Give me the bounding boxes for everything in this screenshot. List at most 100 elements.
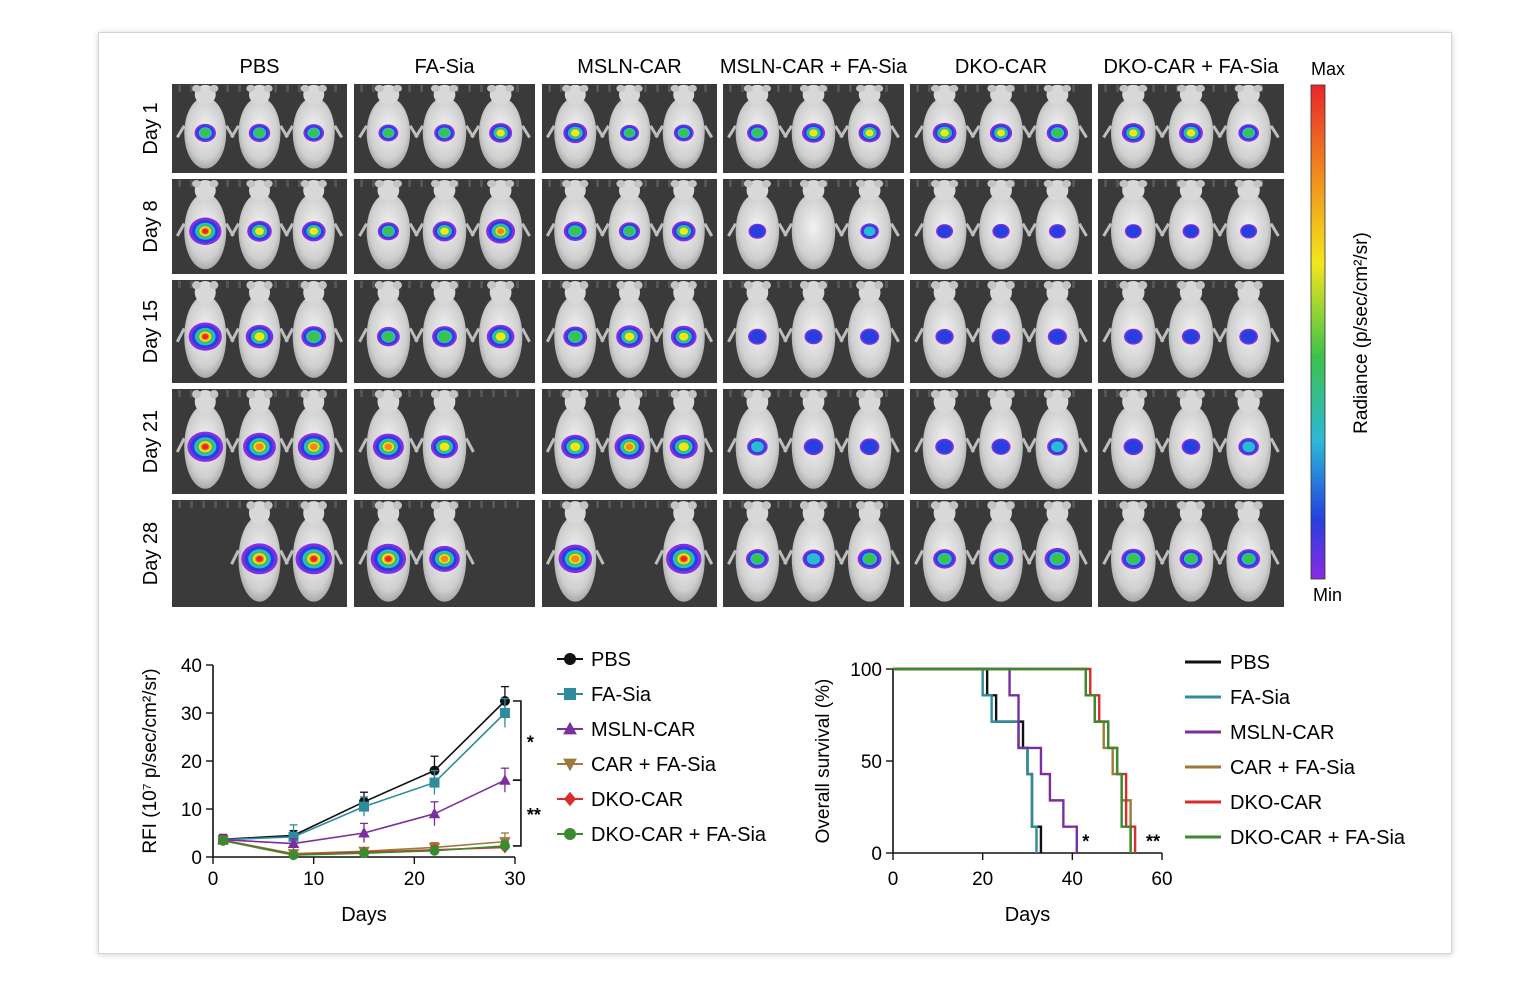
mouse bbox=[1102, 390, 1165, 489]
colorbar-title: Radiance (p/sec/cm²/sr) bbox=[1351, 232, 1372, 434]
legend-entry: CAR + FA-Sia bbox=[557, 754, 717, 776]
data-point bbox=[429, 777, 440, 788]
mouse bbox=[970, 179, 1032, 270]
x-tick-label: 30 bbox=[504, 869, 525, 890]
data-point bbox=[563, 758, 577, 772]
mouse bbox=[1217, 281, 1280, 378]
line-series bbox=[218, 835, 510, 861]
x-tick-label: 20 bbox=[404, 869, 425, 890]
imaging-cell bbox=[172, 389, 347, 494]
survival-curve bbox=[893, 667, 1132, 853]
mouse bbox=[1159, 281, 1223, 378]
day-label: Day 21 bbox=[140, 410, 162, 473]
mouse bbox=[470, 281, 531, 378]
imaging-cell bbox=[542, 280, 717, 383]
mouse bbox=[545, 84, 605, 169]
mouse bbox=[358, 179, 419, 270]
mouse bbox=[654, 84, 714, 169]
data-point bbox=[359, 801, 369, 812]
data-point bbox=[429, 845, 440, 856]
data-point bbox=[359, 848, 369, 859]
mouse bbox=[175, 179, 235, 270]
imaging-cell bbox=[354, 500, 535, 607]
mouse bbox=[727, 179, 788, 270]
mouse bbox=[1102, 281, 1165, 378]
mouse bbox=[358, 84, 419, 169]
data-point bbox=[288, 850, 299, 861]
mouse bbox=[545, 390, 605, 489]
mouse bbox=[175, 281, 235, 378]
mouse bbox=[914, 281, 976, 378]
imaging-cell bbox=[542, 500, 717, 607]
imaging-cell bbox=[723, 84, 904, 173]
legend-entry: FA-Sia bbox=[1185, 687, 1291, 709]
mouse bbox=[914, 179, 975, 270]
mouse bbox=[600, 179, 659, 270]
imaging-cell bbox=[910, 500, 1092, 607]
x-tick-label: 10 bbox=[303, 869, 324, 890]
legend-entry: DKO-CAR bbox=[557, 789, 683, 811]
group-label: MSLN-CAR + FA-Sia bbox=[720, 56, 908, 78]
imaging-cell bbox=[723, 179, 904, 274]
y-tick-label: 20 bbox=[181, 752, 202, 773]
imaging-cell bbox=[723, 500, 904, 607]
figure-panel: PBS FA-Sia MSLN-CAR MSLN-CAR + FA-Sia DKO-CA… bbox=[98, 32, 1452, 954]
mouse bbox=[230, 84, 289, 169]
mouse bbox=[839, 390, 900, 489]
y-axis-label: Overall survival (%) bbox=[813, 679, 834, 844]
mouse bbox=[600, 281, 659, 378]
mouse bbox=[1102, 179, 1165, 270]
imaging-cell bbox=[172, 280, 347, 383]
imaging-cell bbox=[910, 280, 1092, 383]
mouse bbox=[654, 179, 714, 270]
data-point bbox=[564, 791, 576, 807]
mouse bbox=[230, 390, 289, 489]
mouse bbox=[1159, 501, 1223, 602]
line-series bbox=[217, 767, 511, 849]
mouse bbox=[654, 281, 714, 378]
mouse bbox=[470, 179, 531, 270]
significance-star: ** bbox=[1146, 831, 1160, 851]
imaging-cell bbox=[1098, 500, 1284, 607]
mouse bbox=[970, 84, 1032, 169]
mouse bbox=[654, 390, 714, 489]
mouse bbox=[230, 179, 289, 270]
imaging-cell bbox=[542, 179, 717, 274]
mouse bbox=[914, 84, 975, 169]
mouse bbox=[358, 501, 419, 602]
imaging-cell bbox=[542, 389, 717, 494]
mouse bbox=[1159, 179, 1223, 270]
imaging-cell bbox=[1098, 280, 1284, 383]
imaging-cell bbox=[172, 84, 347, 173]
mouse bbox=[1027, 84, 1088, 169]
imaging-cell bbox=[172, 500, 347, 607]
mouse bbox=[727, 281, 788, 378]
legend-entry: MSLN-CAR bbox=[1185, 722, 1334, 744]
data-point bbox=[287, 837, 300, 849]
y-tick-label: 10 bbox=[181, 800, 202, 821]
mouse bbox=[839, 281, 900, 378]
imaging-cell bbox=[354, 179, 535, 274]
mouse bbox=[1102, 501, 1165, 602]
mouse bbox=[783, 84, 844, 169]
legend-entry: PBS bbox=[557, 649, 631, 671]
imaging-cell bbox=[172, 179, 347, 274]
imaging-cell bbox=[1098, 179, 1284, 274]
day-label: Day 28 bbox=[140, 522, 162, 585]
day-label: Day 8 bbox=[140, 200, 162, 252]
mouse bbox=[230, 281, 289, 378]
x-tick-label: 0 bbox=[208, 869, 219, 890]
legend-entry: FA-Sia bbox=[557, 684, 652, 706]
y-tick-label: 50 bbox=[861, 752, 882, 773]
x-axis-label: Days bbox=[1005, 904, 1051, 926]
mouse bbox=[414, 84, 475, 169]
data-point bbox=[358, 827, 370, 838]
mouse bbox=[783, 281, 844, 378]
legend-entry: MSLN-CAR bbox=[557, 719, 695, 741]
rfi-line-chart: 0 10 20 30 40 0 10 20 30 Days RFI (10⁷ p/sec/cm²/s… bbox=[140, 649, 767, 926]
legend-label: CAR + FA-Sia bbox=[591, 754, 717, 776]
data-point bbox=[499, 774, 511, 785]
mouse bbox=[414, 281, 475, 378]
survival-curve bbox=[893, 667, 1079, 853]
survival-curve bbox=[893, 667, 1038, 853]
